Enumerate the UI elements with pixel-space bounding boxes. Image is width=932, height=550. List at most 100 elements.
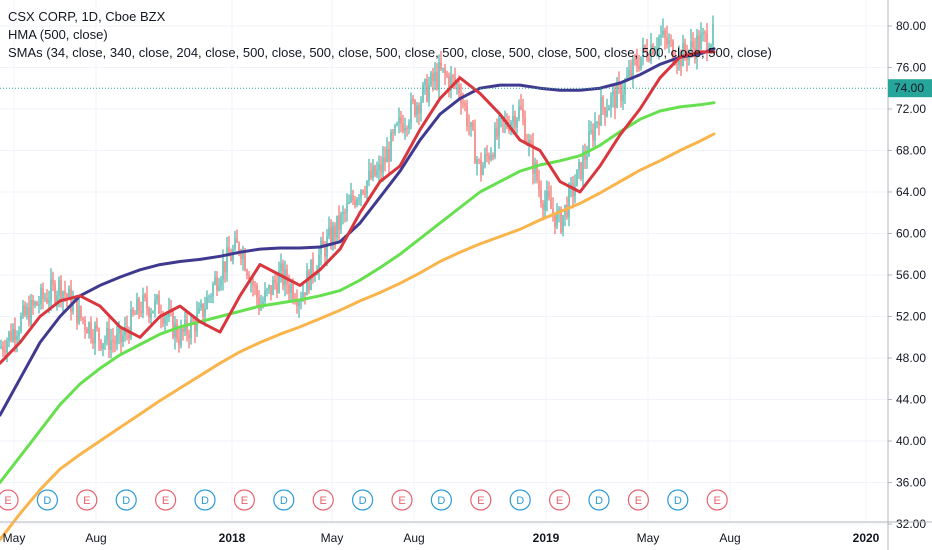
dividend-marker[interactable]: D: [352, 489, 374, 511]
legend-smas[interactable]: SMAs (34, close, 340, close, 204, close,…: [8, 45, 772, 60]
dividend-marker[interactable]: D: [509, 489, 531, 511]
candle-body: [2, 346, 4, 351]
candle-body: [158, 295, 160, 314]
candle-body: [450, 75, 452, 90]
event-letter: E: [556, 495, 563, 507]
earnings-marker[interactable]: E: [233, 489, 255, 511]
candle-body: [36, 302, 38, 306]
candle-body: [50, 279, 52, 301]
candle-body: [636, 59, 638, 67]
earnings-marker[interactable]: E: [627, 489, 650, 511]
grid: [0, 0, 888, 525]
candle-body: [60, 279, 62, 301]
candle-body: [278, 271, 280, 293]
candle-body: [260, 305, 262, 310]
candle-body: [248, 275, 250, 283]
candle-body: [378, 164, 380, 170]
candle-body: [136, 299, 138, 315]
candle-body: [288, 284, 290, 294]
candle-body: [164, 318, 166, 324]
candle-body: [642, 45, 644, 57]
candle-body: [616, 82, 618, 108]
y-tick-label: 56.00: [896, 268, 926, 282]
dividend-marker[interactable]: D: [36, 489, 59, 511]
candle-body: [100, 340, 102, 349]
candle-body: [318, 254, 320, 272]
candle-body: [568, 186, 570, 218]
earnings-marker[interactable]: E: [706, 489, 728, 511]
event-circle: [312, 489, 334, 511]
candle-body: [416, 105, 418, 116]
legend-hma[interactable]: HMA (500, close): [8, 27, 108, 42]
event-circle: [273, 489, 295, 511]
candle-body: [286, 269, 288, 285]
candle-body: [246, 270, 248, 276]
y-tick-label: 40.00: [896, 434, 926, 448]
candle-body: [586, 155, 588, 160]
candle-body: [280, 263, 282, 272]
candle-body: [656, 47, 658, 50]
candle-body: [596, 121, 598, 124]
candle-body: [706, 33, 708, 52]
candle-body: [392, 132, 394, 134]
candle-body: [42, 287, 44, 299]
dividend-marker[interactable]: D: [667, 489, 689, 511]
candle-body: [350, 195, 352, 202]
candle-body: [132, 309, 134, 315]
candle-body: [634, 58, 636, 60]
dividend-marker[interactable]: D: [194, 489, 216, 511]
candle-body: [408, 123, 410, 129]
series-line-sma-34: [0, 50, 716, 365]
earnings-marker[interactable]: E: [76, 489, 98, 511]
candle-body: [186, 319, 188, 335]
earnings-marker[interactable]: E: [312, 489, 334, 511]
candle-body: [478, 159, 480, 161]
candle-body: [550, 197, 552, 209]
earnings-marker[interactable]: E: [470, 489, 492, 511]
candle-body: [224, 261, 226, 273]
candle-body: [206, 297, 208, 309]
candle-body: [276, 282, 278, 293]
candle-body: [540, 189, 542, 204]
event-letter: D: [122, 495, 130, 507]
dividend-marker[interactable]: D: [430, 489, 452, 511]
event-circle: [352, 489, 374, 511]
candle-body: [28, 307, 30, 324]
candle-body: [192, 319, 194, 321]
candle-body: [710, 44, 712, 51]
candle-body: [270, 285, 272, 295]
x-tick-label: 2020: [853, 531, 880, 545]
candle-body: [690, 41, 692, 51]
candle-body: [58, 279, 60, 296]
candle-body: [292, 283, 294, 300]
x-tick-label: May: [3, 531, 26, 545]
candle-body: [12, 329, 14, 341]
event-letter: E: [714, 495, 721, 507]
earnings-marker[interactable]: E: [0, 489, 19, 511]
candle-body: [712, 23, 714, 45]
last-price-label: 74.00: [894, 81, 924, 95]
candle-body: [438, 62, 440, 88]
candle-body: [482, 165, 484, 175]
earnings-marker[interactable]: E: [155, 489, 177, 511]
dividend-marker[interactable]: D: [115, 489, 137, 511]
dividend-marker[interactable]: D: [273, 489, 295, 511]
candle-body: [70, 288, 72, 312]
legend-symbol-title[interactable]: CSX CORP, 1D, Cboe BZX: [8, 9, 166, 24]
dividend-marker[interactable]: D: [588, 489, 610, 511]
x-tick-label: Aug: [403, 531, 424, 545]
event-letter: D: [437, 495, 445, 507]
candle-body: [356, 199, 358, 206]
candle-body: [354, 200, 356, 206]
candle-body: [348, 201, 350, 204]
earnings-marker[interactable]: E: [391, 489, 413, 511]
candle-body: [638, 66, 640, 69]
candle-body: [428, 84, 430, 102]
time-axis[interactable]: May Aug 2018 May Aug 2019 May Aug 2020: [0, 521, 932, 545]
event-circle: [233, 489, 255, 511]
earnings-marker[interactable]: E: [548, 489, 571, 511]
event-circle: [548, 489, 571, 511]
candle-body: [22, 305, 24, 317]
